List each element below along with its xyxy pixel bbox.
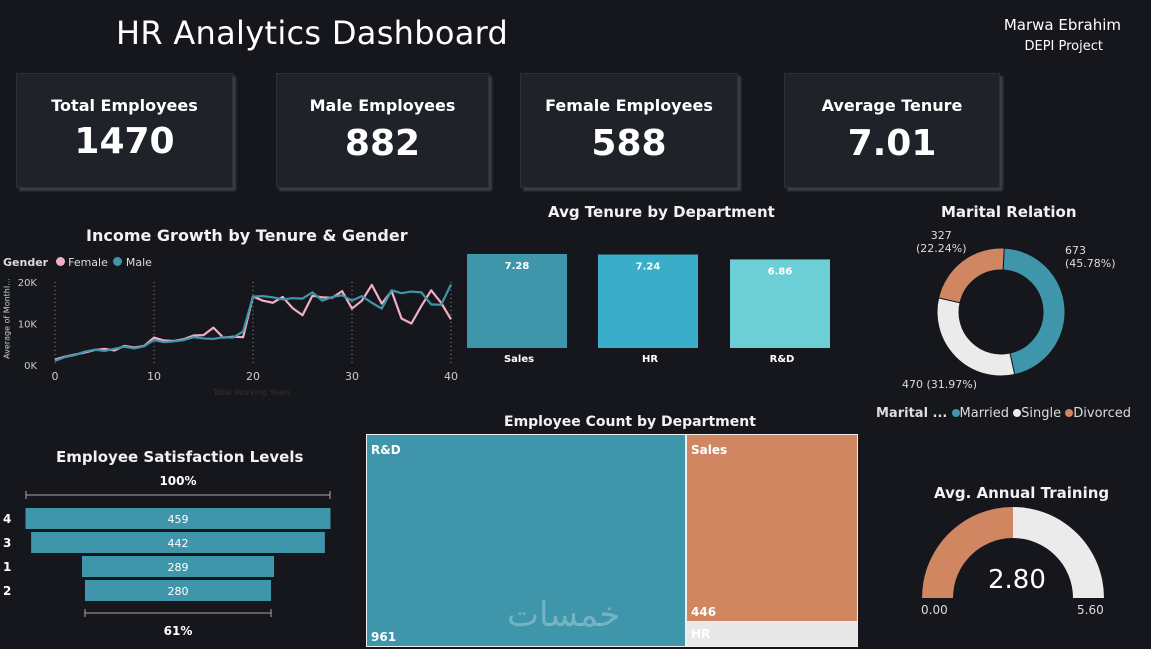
y-tick-label: 10K (18, 320, 38, 331)
legend-label-divorced[interactable]: Divorced (1073, 406, 1132, 421)
gauge-min-label: 0.00 (921, 603, 948, 617)
page-title: HR Analytics Dashboard (116, 14, 509, 52)
treemap-cell-rd[interactable]: R&D 961 خمسات (367, 435, 685, 646)
funnel-bar-level-4 (25, 508, 331, 529)
gauge-remaining-arc (1013, 507, 1104, 598)
kpi-card-male-employees[interactable]: Male Employees 882 (276, 73, 489, 188)
legend-dot-female (55, 257, 65, 266)
kpi-value: 588 (591, 123, 667, 164)
x-tick-label: 0 (52, 370, 59, 383)
legend-dot-married (951, 409, 960, 417)
funnel-category-label: 4 (3, 512, 11, 526)
funnel-bar-level-1 (81, 556, 275, 577)
tenure-bar-hr (598, 254, 698, 348)
funnel-value-label: 280 (168, 585, 189, 598)
tenure-value-label: 7.24 (636, 262, 661, 273)
treemap-cell-sales[interactable]: Sales 446 (687, 435, 857, 621)
donut-slice-divorced (937, 247, 1005, 304)
legend-dot-divorced (1065, 409, 1074, 417)
marital-label-married: 673 (45.78%) (1065, 244, 1116, 270)
y-tick-label: 20K (18, 278, 38, 289)
tenure-bar-chart[interactable]: 7.28 Sales 7.24 HR 6.86 R&D (460, 222, 840, 372)
gauge-fill-arc (922, 507, 1013, 598)
tenure-category-label: R&D (770, 354, 795, 365)
divorced-pct: (22.24%) (916, 242, 967, 255)
treemap-value-sales: 446 (691, 605, 717, 619)
income-plot-area: 0K 10K 20K 0 10 20 30 40 Total Working Years (18, 278, 458, 397)
marital-label-single: 470 (31.97%) (902, 378, 978, 391)
legend-label-male[interactable]: Male (125, 256, 152, 269)
project-name: DEPI Project (1024, 39, 1103, 54)
kpi-card-total-employees[interactable]: Total Employees 1470 (16, 73, 233, 188)
income-growth-chart[interactable]: Income Growth by Tenure & Gender Gender … (0, 222, 460, 400)
divorced-count: 327 (930, 229, 952, 242)
training-gauge-title: Avg. Annual Training (934, 484, 1110, 502)
tenure-category-label: HR (642, 354, 658, 365)
legend-label-married[interactable]: Married (959, 406, 1010, 421)
funnel-bar-level-2 (84, 580, 272, 601)
marital-legend-title: Marital ... (876, 406, 948, 421)
treemap-label-sales: Sales (691, 443, 728, 457)
marital-label-divorced: 327 (22.24%) (916, 229, 967, 255)
watermark: خمسات (507, 595, 621, 635)
funnel-bottom-pct: 61% (164, 624, 193, 638)
funnel-value-label: 459 (168, 513, 189, 526)
legend-dot-male (113, 257, 123, 266)
gauge-max-label: 5.60 (1077, 603, 1104, 617)
funnel-value-label: 289 (168, 561, 189, 574)
kpi-card-female-employees[interactable]: Female Employees 588 (520, 73, 738, 188)
kpi-value: 7.01 (847, 123, 937, 164)
married-pct: (45.78%) (1065, 257, 1116, 270)
kpi-label: Total Employees (51, 96, 198, 115)
tenure-chart-title: Avg Tenure by Department (548, 203, 775, 221)
x-axis-label: Total Working Years (212, 388, 291, 397)
kpi-label: Female Employees (545, 96, 713, 115)
funnel-category-label: 3 (3, 536, 11, 550)
funnel-category-label: 1 (3, 560, 11, 574)
marital-chart-title: Marital Relation (941, 203, 1077, 221)
income-chart-title: Income Growth by Tenure & Gender (86, 226, 408, 245)
x-tick-label: 30 (345, 370, 359, 383)
legend-dot-single (1013, 409, 1022, 417)
tenure-category-label: Sales (504, 354, 534, 365)
kpi-value: 1470 (74, 121, 175, 162)
treemap-cell-hr[interactable]: HR (687, 622, 857, 646)
x-tick-label: 10 (147, 370, 161, 383)
treemap-label-rd: R&D (371, 443, 401, 457)
funnel-top-pct: 100% (159, 474, 196, 488)
treemap-label-hr: HR (691, 627, 711, 641)
tenure-bar-sales (467, 254, 567, 348)
married-count: 673 (1065, 244, 1086, 257)
author-name: Marwa Ebrahim (1003, 16, 1121, 34)
series-line-male (54, 284, 452, 362)
marital-donut-chart[interactable] (921, 232, 1081, 392)
y-tick-label: 0K (24, 361, 37, 372)
legend-label-female[interactable]: Female (68, 256, 108, 269)
legend-title: Gender (3, 256, 49, 269)
kpi-value: 882 (344, 123, 421, 164)
kpi-label: Male Employees (309, 96, 456, 115)
tenure-value-label: 7.28 (505, 261, 530, 272)
legend-label-single[interactable]: Single (1021, 406, 1062, 421)
satisfaction-chart-title: Employee Satisfaction Levels (56, 448, 304, 466)
donut-slice-single (936, 297, 1016, 377)
funnel-bar-level-3 (31, 532, 325, 553)
kpi-label: Average Tenure (821, 96, 963, 115)
marital-legend: Marital ... Married Single Divorced (876, 406, 1131, 421)
tenure-bar-rd (730, 259, 830, 348)
treemap-title: Employee Count by Department (504, 414, 756, 430)
funnel-value-label: 442 (168, 537, 189, 550)
donut-slice-married (1002, 247, 1066, 376)
tenure-value-label: 6.86 (768, 266, 793, 277)
kpi-card-average-tenure[interactable]: Average Tenure 7.01 (784, 73, 1000, 188)
department-treemap[interactable]: R&D 961 خمسات Sales 446 HR (366, 434, 858, 647)
treemap-value-rd: 961 (371, 630, 397, 644)
gauge-value: 2.80 (988, 565, 1046, 595)
satisfaction-funnel-chart[interactable]: 100% 459 4 442 3 289 1 280 2 61% (0, 472, 345, 642)
x-tick-label: 40 (444, 370, 458, 383)
x-tick-label: 20 (246, 370, 260, 383)
training-gauge[interactable] (913, 503, 1113, 603)
funnel-category-label: 2 (3, 584, 11, 598)
income-legend: Gender Female Male (3, 256, 152, 269)
